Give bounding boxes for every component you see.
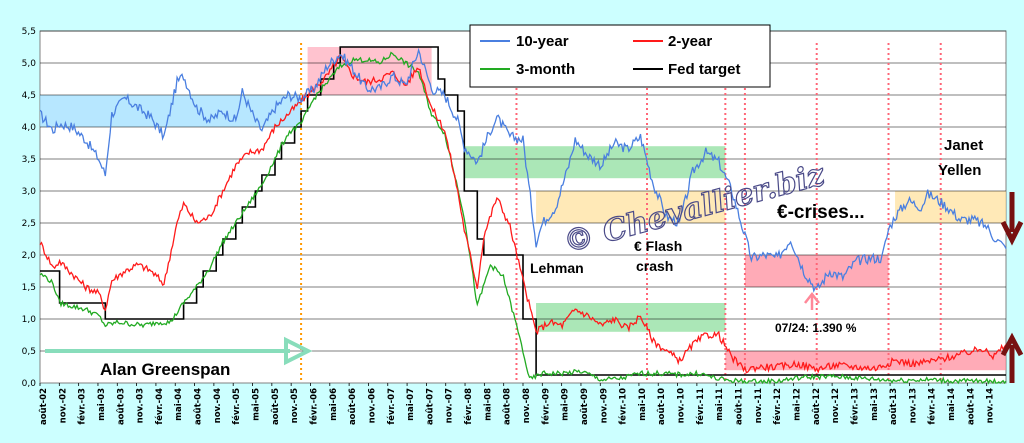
series-line-10-year [39, 47, 1007, 293]
x-tick-label: août-08 [503, 388, 513, 425]
x-tick-label: août-09 [580, 388, 590, 425]
annotation-euro-crises: €-crises... [777, 202, 865, 223]
x-tick-label: févr.-14 [927, 388, 938, 425]
x-tick-label: août-03 [116, 388, 126, 425]
x-tick-label: mai-05 [252, 388, 262, 421]
x-tick-label: févr.-07 [386, 388, 397, 425]
x-tick-label: févr.-08 [463, 388, 474, 425]
x-tick-label: août-05 [271, 388, 281, 425]
x-tick-label: févr.-05 [231, 388, 242, 425]
x-tick-label: nov.-02 [58, 388, 68, 423]
x-tick-label: mai-06 [329, 388, 339, 421]
x-tick-label: févr.-10 [618, 388, 629, 425]
x-tick-label: août-14 [966, 388, 976, 425]
x-tick-label: mai-08 [483, 388, 493, 421]
x-tick-label: févr.-04 [154, 388, 165, 425]
x-tick-label: nov.-09 [599, 388, 609, 423]
x-tick-label: août-11 [735, 388, 745, 425]
x-tick-label: févr.-11 [695, 388, 706, 425]
y-tick-label: 4,5 [22, 91, 36, 101]
legend-label-fed-target: Fed target [668, 61, 741, 78]
x-tick-label: nov.-11 [754, 388, 764, 423]
x-tick-label: mai-13 [870, 388, 880, 421]
y-tick-label: 5,5 [22, 27, 36, 37]
x-tick-label: nov.-13 [908, 388, 918, 423]
y-tick-label: 3,0 [22, 187, 37, 197]
series-line-fed-target [40, 46, 1006, 376]
x-tick-label: nov.-04 [213, 388, 223, 423]
x-tick-label: août-04 [194, 388, 204, 425]
y-tick-label: 0,0 [22, 379, 37, 389]
y-tick-label: 4,0 [22, 123, 37, 133]
x-tick-label: févr.-03 [77, 388, 88, 425]
x-tick-label: mai-03 [97, 388, 107, 421]
x-tick-label: mai-07 [406, 388, 416, 421]
x-tick-label: nov.-10 [677, 388, 687, 423]
y-tick-label: 3,5 [22, 155, 36, 165]
x-tick-label: août-12 [812, 388, 822, 425]
y-tick-label: 1,0 [22, 315, 37, 325]
x-tick-label: août-02 [39, 388, 49, 425]
legend-box [469, 24, 771, 88]
greenspan-arrow-head [284, 336, 313, 366]
highlight-band [536, 191, 726, 223]
annotation-flash-2: crash [636, 258, 673, 274]
x-tick-label: févr.-13 [849, 388, 860, 425]
x-tick-label: mai-09 [561, 388, 571, 421]
annotation-low-point: 07/24: 1.390 % [775, 321, 857, 335]
annotation-lehman: Lehman [530, 260, 584, 276]
x-tick-label: mai-12 [792, 388, 802, 421]
legend-label-2-year: 2-year [668, 33, 712, 50]
x-tick-label: nov.-03 [136, 388, 146, 423]
legend-label-3-month: 3-month [516, 61, 575, 78]
x-tick-label: août-13 [889, 388, 899, 425]
x-tick-label: nov.-12 [831, 388, 841, 423]
x-tick-label: févr.-09 [540, 388, 551, 425]
y-tick-label: 2,0 [22, 251, 37, 261]
annotation-greenspan: Alan Greenspan [100, 360, 230, 379]
highlight-band [744, 255, 889, 287]
legend-label-10-year: 10-year [516, 33, 569, 50]
x-tick-label: nov.-08 [522, 388, 532, 423]
series-line-3-month [39, 51, 1007, 385]
x-tick-label: févr.-12 [772, 388, 783, 425]
x-tick-label: août-06 [348, 388, 358, 425]
x-tick-label: nov.-07 [445, 388, 455, 423]
series-line-2-year [39, 54, 1007, 374]
highlight-band [536, 303, 726, 332]
highlight-band [307, 47, 432, 95]
x-tick-label: mai-11 [715, 388, 725, 421]
x-axis-ticks: août-02 nov.-02 févr.-03 mai-03 août-03 nov.-… [39, 383, 996, 425]
x-tick-label: nov.-05 [290, 388, 300, 423]
series-lines [39, 46, 1007, 385]
x-tick-label: mai-14 [947, 388, 957, 421]
x-tick-label: août-07 [425, 388, 435, 425]
x-tick-label: nov.-06 [367, 388, 377, 423]
annotation-yellen: Yellen [938, 162, 981, 179]
down-arrow-icon [1000, 192, 1024, 246]
highlight-bands [40, 47, 1006, 371]
x-tick-label: nov.-14 [986, 388, 996, 423]
highlight-band [895, 191, 1006, 223]
up-arrow-icon [1000, 332, 1024, 383]
plot-area [39, 30, 1007, 384]
legend: 10-year 2-year 3-month Fed target [469, 24, 771, 88]
x-tick-label: févr.-06 [308, 388, 319, 425]
annotation-flash-1: € Flash [634, 238, 682, 254]
x-tick-label: mai-10 [638, 388, 648, 421]
annotation-janet: Janet [944, 137, 983, 154]
y-axis-ticks: 0,0 0,5 1,0 1,5 2,0 2,5 3,0 3,5 4,0 4,5 5,0 5,5 [22, 27, 37, 389]
x-tick-label: mai-04 [174, 388, 184, 421]
y-tick-label: 2,5 [22, 219, 36, 229]
y-tick-label: 0,5 [22, 347, 36, 357]
y-tick-label: 1,5 [22, 283, 36, 293]
low-point-arrow-icon [804, 291, 820, 304]
x-tick-label: août-10 [657, 388, 667, 425]
y-tick-label: 5,0 [22, 59, 37, 69]
